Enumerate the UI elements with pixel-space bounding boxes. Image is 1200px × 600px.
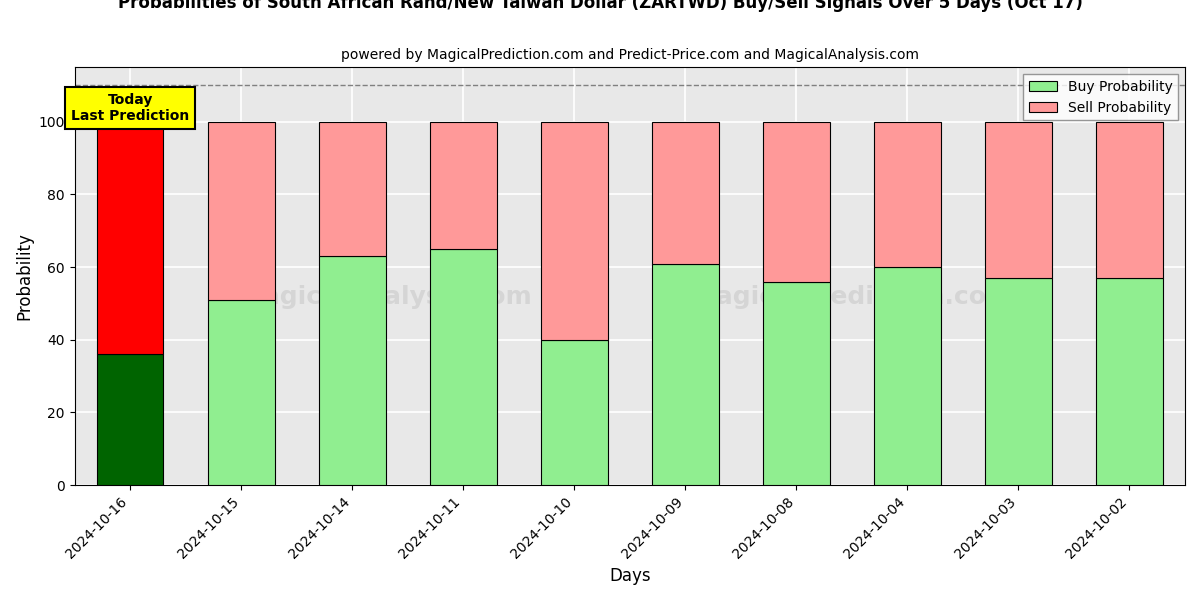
X-axis label: Days: Days [610,567,650,585]
Bar [97,122,163,355]
Bar [874,122,941,267]
Title: powered by MagicalPrediction.com and Predict-Price.com and MagicalAnalysis.com: powered by MagicalPrediction.com and Pre… [341,48,919,62]
Bar [874,267,941,485]
Bar [208,300,275,485]
Text: Today
Last Prediction: Today Last Prediction [71,93,190,123]
Bar [541,122,607,340]
Bar [652,122,719,263]
Bar [97,355,163,485]
Bar [763,122,829,281]
Bar [319,256,385,485]
Bar [430,122,497,249]
Bar [763,281,829,485]
Bar [985,278,1051,485]
Legend: Buy Probability, Sell Probability: Buy Probability, Sell Probability [1024,74,1178,121]
Bar [985,122,1051,278]
Bar [208,122,275,300]
Y-axis label: Probability: Probability [16,232,34,320]
Bar [541,340,607,485]
Bar [319,122,385,256]
Bar [1096,122,1163,278]
Bar [652,263,719,485]
Bar [1096,278,1163,485]
Text: MagicalPrediction.com: MagicalPrediction.com [691,285,1013,309]
Bar [430,249,497,485]
Text: MagicalAnalysis.com: MagicalAnalysis.com [239,285,533,309]
Text: Probabilities of South African Rand/New Taiwan Dollar (ZARTWD) Buy/Sell Signals : Probabilities of South African Rand/New … [118,0,1082,12]
